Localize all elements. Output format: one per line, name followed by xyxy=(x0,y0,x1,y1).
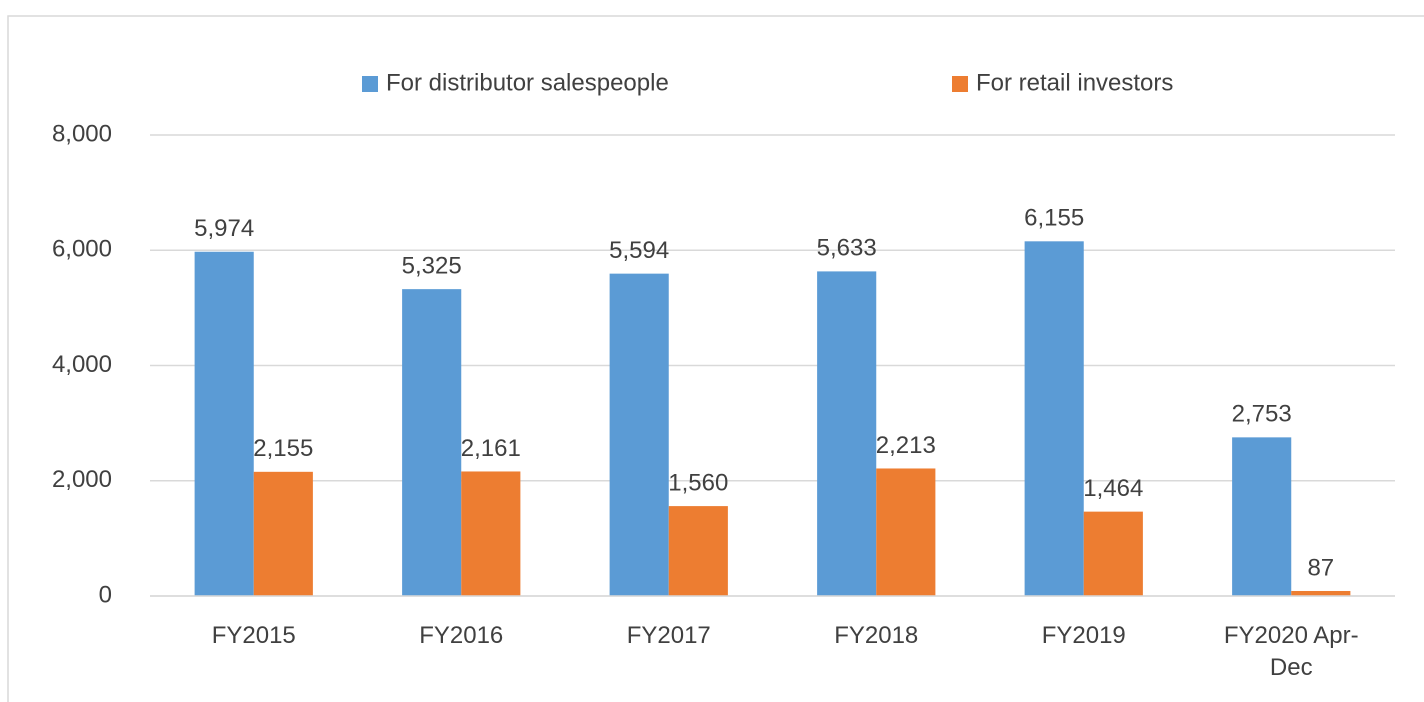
x-tick-label: FY2019 xyxy=(1041,622,1126,649)
data-label: 5,633 xyxy=(817,235,877,262)
data-label: 2,213 xyxy=(876,432,936,459)
y-tick-label: 6,000 xyxy=(52,236,112,263)
data-label: 2,161 xyxy=(461,435,521,462)
data-label: 6,155 xyxy=(1024,205,1084,232)
x-tick-label: FY2015 xyxy=(211,622,296,649)
x-tick-label: FY2018 xyxy=(834,622,919,649)
bar xyxy=(253,471,313,596)
y-tick-label: 4,000 xyxy=(52,351,112,378)
data-label: 5,594 xyxy=(609,237,669,264)
bar xyxy=(1232,437,1292,596)
bar xyxy=(1024,241,1084,597)
bar xyxy=(402,289,462,596)
legend-label: For retail investors xyxy=(976,69,1173,96)
x-tick-label: FY2017 xyxy=(626,622,711,649)
data-label: 2,753 xyxy=(1232,401,1292,428)
chart-border xyxy=(7,15,1424,702)
x-tick-label: FY2016 xyxy=(419,622,504,649)
bar xyxy=(876,468,936,596)
y-tick-label: 0 xyxy=(99,581,112,608)
data-label: 5,974 xyxy=(194,215,254,242)
data-label: 1,560 xyxy=(668,469,728,496)
data-label: 2,155 xyxy=(253,435,313,462)
bar xyxy=(461,471,521,596)
data-label: 5,325 xyxy=(402,252,462,279)
y-tick-label: 2,000 xyxy=(52,466,112,493)
legend-swatch xyxy=(362,76,378,92)
x-tick-label: FY2020 Apr-Dec xyxy=(1223,622,1359,681)
bar xyxy=(1291,590,1351,596)
y-tick-label: 8,000 xyxy=(52,120,112,147)
data-label: 87 xyxy=(1307,554,1334,581)
bar xyxy=(609,273,669,596)
legend-label: For distributor salespeople xyxy=(386,69,669,96)
data-label: 1,464 xyxy=(1083,475,1143,502)
bar xyxy=(668,506,728,596)
bar xyxy=(817,271,877,596)
bar xyxy=(194,251,254,597)
legend-swatch xyxy=(952,76,968,92)
bar xyxy=(1083,511,1143,596)
